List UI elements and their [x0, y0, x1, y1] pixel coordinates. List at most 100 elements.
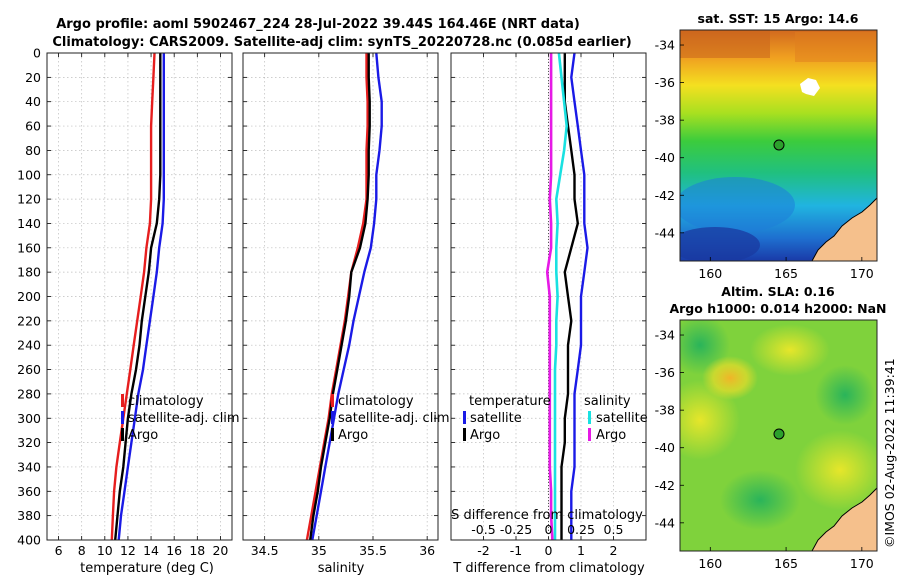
x-tick-label: 8	[78, 543, 86, 558]
legend-swatch	[463, 411, 466, 424]
axes-frame	[46, 52, 233, 541]
map-y-tick-label: -40	[655, 150, 675, 165]
x-tick-label: 35.5	[359, 543, 387, 558]
map-y-tick-label: -34	[655, 328, 675, 343]
map-x-tick-label: 165	[774, 556, 798, 571]
sst-map-title: sat. SST: 15 Argo: 14.6	[698, 11, 859, 26]
salinity-panel: 34.5 35 35.5 36 climatology satellite-adj. cl…	[242, 52, 450, 558]
series-argo	[114, 53, 162, 541]
map-y-tick-label: -36	[655, 365, 675, 380]
y-tick-label: 400	[17, 533, 41, 548]
y-tick-label: 100	[17, 167, 41, 182]
sla-map-frame	[679, 319, 878, 552]
y-tick-label: 280	[17, 386, 41, 401]
y-tick-label: 200	[17, 289, 41, 304]
map-x-tick-label: 170	[850, 266, 874, 281]
series-argo	[309, 53, 371, 541]
sla-green-patch-east	[815, 365, 875, 425]
s-tick-label: 0.5	[604, 522, 624, 537]
y-tick-label: 360	[17, 484, 41, 499]
figure-title-line2: Climatology: CARS2009. Satellite-adj cli…	[52, 35, 631, 50]
legend-swatch	[463, 428, 466, 441]
map-y-tick-label: -44	[655, 225, 675, 240]
s-tick-label: -0.25	[500, 522, 532, 537]
sla-land-nz	[811, 487, 877, 551]
x-tick-label: 14	[143, 543, 159, 558]
legend-label: Argo	[470, 428, 500, 443]
sst-map-ticks: 160 165 170 -34 -36 -38 -40 -42 -44	[655, 38, 874, 281]
y-tick-label: 140	[17, 216, 41, 231]
t-difference-xlabel: T difference from climatology	[452, 561, 645, 576]
sla-yellow-patch-west	[680, 380, 740, 460]
sst-warm-patch-east	[795, 32, 877, 62]
legend-label: Argo	[596, 428, 626, 443]
legend-label: climatology	[338, 394, 414, 409]
legend-label: climatology	[128, 394, 204, 409]
series-temperature-argo	[560, 53, 579, 540]
sst-cool-patch	[680, 177, 795, 233]
series-satellite-adj-clim	[311, 52, 383, 541]
x-tick-label: 20	[212, 543, 228, 558]
sst-warm-patch	[680, 30, 770, 58]
legend-swatch	[121, 411, 124, 424]
map-x-tick-label: 160	[698, 266, 722, 281]
legend-swatch	[331, 411, 334, 424]
figure-title-line1: Argo profile: aoml 5902467_224 28-Jul-20…	[56, 17, 580, 32]
sla-yellow-patch-south	[795, 430, 877, 510]
x-tick-label: 34.5	[251, 543, 279, 558]
map-y-tick-label: -34	[655, 38, 675, 53]
y-tick-label: 240	[17, 338, 41, 353]
x-tick-label: 2	[610, 543, 618, 558]
series-salinity-argo	[545, 53, 554, 541]
x-tick-label: -1	[510, 543, 522, 558]
y-tick-label: 40	[25, 94, 41, 109]
map-y-tick-label: -38	[655, 403, 675, 418]
series-climatology	[110, 52, 156, 541]
s-tick-label: 0	[545, 522, 553, 537]
series-satellite-adj-clim	[117, 53, 166, 541]
y-tick-label: 340	[17, 459, 41, 474]
legend-label: satellite	[596, 411, 648, 426]
map-y-tick-label: -38	[655, 113, 675, 128]
series-temperature-satellite	[570, 52, 589, 540]
x-tick-label: 1	[577, 543, 585, 558]
temperature-panel: 0 20 40 60 80 100 120 140 160 180 200 220 240 260 280 3…	[17, 46, 239, 559]
sla-map-ticks: 160 165 170 -34 -36 -38 -40 -42 -44	[655, 328, 874, 571]
s-tick-label: -0.5	[471, 522, 495, 537]
salinity-xlabel: salinity	[318, 561, 365, 576]
x-tick-label: 16	[166, 543, 182, 558]
y-tick-label: 380	[17, 508, 41, 523]
x-tick-label: 0	[545, 543, 553, 558]
map-y-tick-label: -40	[655, 440, 675, 455]
x-tick-label: 18	[189, 543, 205, 558]
sst-cold-patch	[680, 227, 760, 261]
series-salinity-satellite	[553, 52, 569, 540]
legend-swatch	[121, 428, 124, 441]
sla-map-title-line1: Altim. SLA: 0.16	[721, 284, 835, 299]
axes-frame	[450, 52, 647, 541]
sla-green-patch	[720, 470, 800, 530]
sla-map-title-line2: Argo h1000: 0.014 h2000: NaN	[669, 301, 886, 316]
legend-swatch	[588, 428, 591, 441]
x-tick-label: 12	[120, 543, 136, 558]
axes-frame	[242, 52, 439, 541]
legend-swatch	[331, 394, 334, 407]
sst-argo-marker	[773, 139, 785, 151]
sla-map	[679, 319, 878, 552]
y-tick-label: 120	[17, 192, 41, 207]
map-y-tick-label: -42	[655, 188, 675, 203]
imos-watermark: ©IMOS 02-Aug-2022 11:39:41	[882, 358, 897, 548]
map-y-tick-label: -42	[655, 478, 675, 493]
legend-swatch	[588, 411, 591, 424]
s-tick-label: 0.25	[567, 522, 595, 537]
x-tick-label: 35	[311, 543, 327, 558]
map-x-tick-label: 160	[698, 556, 722, 571]
map-y-tick-label: -36	[655, 75, 675, 90]
y-tick-label: 300	[17, 411, 41, 426]
map-y-tick-label: -44	[655, 515, 675, 530]
sst-map	[679, 29, 878, 262]
sla-argo-marker	[773, 428, 785, 440]
legend-label: satellite-adj. clim	[338, 411, 450, 426]
y-tick-label: 80	[25, 143, 41, 158]
